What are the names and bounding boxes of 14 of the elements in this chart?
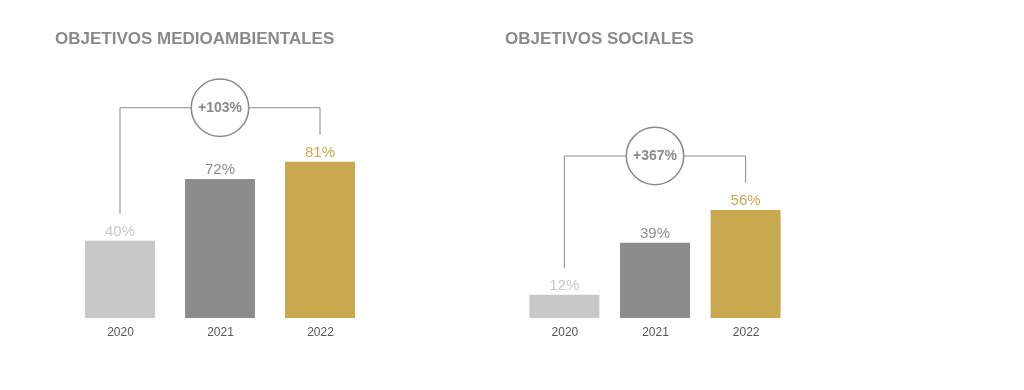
data-label: 81% <box>304 142 336 160</box>
x-tick-label: 2021 <box>207 324 235 339</box>
text: +367% <box>633 146 678 163</box>
x-tick-label: 2022 <box>307 324 335 339</box>
chart-title: OBJETIVOS SOCIALES <box>505 29 694 48</box>
text: +103% <box>198 98 243 115</box>
x-tick-label: 2020 <box>107 324 135 339</box>
x-tick-label: 2021 <box>642 324 670 339</box>
chart-title: OBJETIVOS MEDIOAMBIENTALES <box>55 29 335 48</box>
data-label: 56% <box>730 190 761 208</box>
data-label: 72% <box>204 160 236 178</box>
x-tick-label: 2022 <box>732 324 760 339</box>
data-label: 39% <box>639 223 671 241</box>
x-tick-label: 2020 <box>551 324 579 339</box>
